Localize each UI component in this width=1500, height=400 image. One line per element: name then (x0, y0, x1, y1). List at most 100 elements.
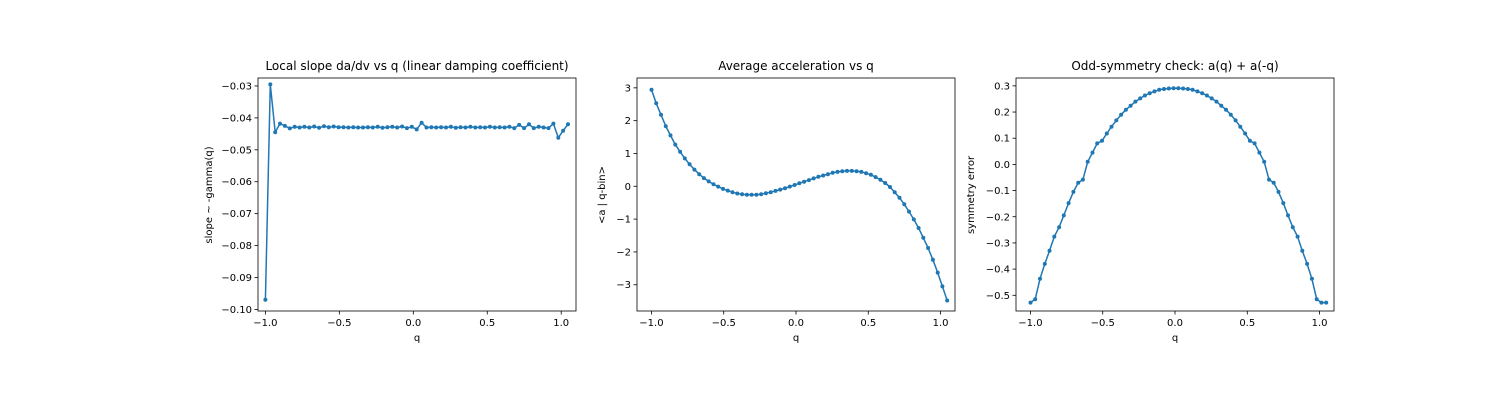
panel-2-data-point (902, 202, 907, 207)
panel-1-ytick-label: −0.04 (221, 113, 252, 124)
panel-1-data-point (356, 125, 361, 130)
panel-3-data-point (1204, 93, 1209, 98)
panel-3-data-point (1061, 213, 1066, 218)
panel-3-data-point (1247, 138, 1252, 143)
panel-3-data-point (1157, 87, 1162, 92)
panel-1-ytick-label: −0.09 (221, 273, 252, 284)
panel-2-data-point (911, 217, 916, 222)
panel-1-data-point (307, 125, 312, 130)
panel-1-data-point (414, 127, 419, 132)
panel-3-data-point (1176, 86, 1181, 91)
panel-1-data-point (273, 130, 278, 135)
panel-2-data-point (868, 172, 873, 177)
panel-2-data-point (802, 179, 807, 184)
panel-2-data-point (907, 209, 911, 214)
panel-1-data-point (512, 126, 517, 131)
panel-2-ylabel: <a | q-bin> (597, 166, 608, 224)
panel-3-data-point (1233, 118, 1238, 123)
panel-1-data-point (390, 124, 395, 129)
panel-1-data-point (492, 125, 497, 130)
panel-2-data-point (711, 182, 716, 187)
panel-2-ytick-label: −3 (616, 280, 631, 291)
panel-1-data-point (322, 124, 326, 129)
panel-2-data-point (678, 149, 683, 154)
panel-3-ylabel: symmetry error (966, 155, 977, 234)
panel-3-data-point (1224, 107, 1228, 112)
panel-2-data-point (673, 142, 678, 147)
panel-2-data-point (735, 191, 740, 196)
panel-3-data-point (1038, 276, 1042, 281)
panel-2-data-point (787, 184, 792, 189)
panel-1-data-point (361, 125, 365, 130)
panel-2-data-point (849, 168, 854, 173)
panel-3-ytick-label: −0.2 (986, 212, 1010, 223)
panel-2-xtick-label: −1.0 (639, 318, 663, 329)
panel-1: Local slope da/dv vs q (linear damping c… (204, 59, 577, 344)
panel-3-data-point (1042, 261, 1047, 266)
panel-1-data-point (375, 124, 380, 129)
panel-3-title: Odd-symmetry check: a(q) + a(-q) (1071, 59, 1278, 73)
panel-2-ytick-label: 3 (625, 83, 631, 94)
panel-1-data-point (507, 124, 512, 129)
panel-2-data-point (811, 176, 816, 181)
panel-1-data-point (527, 122, 531, 127)
panel-3-ytick-label: −0.3 (986, 238, 1010, 249)
panel-2-data-point (873, 175, 878, 180)
panel-2-data-point (859, 169, 864, 174)
panel-2-data-point (892, 190, 897, 195)
panel-3-ytick-label: 0.0 (994, 160, 1010, 171)
panel-1-data-point (370, 125, 375, 130)
panel-2-data-point (945, 298, 950, 303)
panel-3: Odd-symmetry check: a(q) + a(-q) q symme… (966, 59, 1335, 344)
panel-3-data-point (1185, 87, 1190, 91)
panel-1-plot-area: −1.0 −0.5 0.0 0.5 1.0 −0.10 −0.09 −0.08 −0.07 −0.… (221, 77, 577, 329)
panel-1-data-point (468, 124, 473, 129)
panel-3-data-point (1080, 177, 1085, 182)
panel-1-data-point (541, 125, 546, 130)
panel-3-plot-area: −1.0 −0.5 0.0 0.5 1.0 −0.5 −0.4 −0.3 −0.2 −0.1 0.0… (986, 77, 1335, 329)
panel-1-axes-frame (257, 77, 577, 312)
panel-1-ytick-label: −0.03 (221, 81, 252, 92)
panel-2-data-point (730, 190, 735, 195)
panel-1-title: Local slope da/dv vs q (linear damping c… (265, 59, 568, 73)
panel-1-data-point (409, 124, 414, 129)
panel-3-data-point (1109, 124, 1114, 129)
panel-1-data-point (331, 124, 336, 129)
panel-3-data-point (1214, 99, 1219, 104)
panel-3-data-point (1262, 159, 1267, 164)
panel-1-data-point (395, 125, 400, 130)
panel-3-ytick-label: 0.1 (994, 134, 1010, 145)
panel-1-data-point (351, 125, 356, 130)
panel-3-data-point (1257, 150, 1262, 155)
panel-2-data-point (878, 177, 883, 182)
panel-2-data-point (654, 101, 659, 106)
panel-3-axes-frame (1015, 77, 1335, 312)
panel-3-data-point (1314, 297, 1319, 302)
panel-1-data-point (404, 126, 409, 131)
panel-2-data-point (706, 179, 711, 184)
panel-2-title: Average acceleration vs q (718, 59, 874, 73)
panel-1-data-point (556, 135, 561, 140)
panel-3-data-point (1066, 201, 1071, 206)
panel-1-data-point (385, 125, 390, 130)
panel-1-data-point (536, 124, 541, 129)
panel-3-data-point (1052, 234, 1057, 239)
panel-3-data-point (1076, 180, 1081, 185)
panel-2-ytick-label: 0 (625, 182, 631, 193)
panel-2-data-point (916, 226, 921, 230)
panel-2-data-point (725, 188, 730, 193)
panel-3-data-point (1286, 213, 1290, 218)
panel-1-data-point (419, 120, 424, 125)
panel-3-xtick-label: 0.0 (1167, 318, 1183, 329)
panel-3-xlabel: q (1172, 333, 1178, 344)
panel-3-data-point (1152, 89, 1157, 94)
panel-2-plot-area: −1.0 −0.5 0.0 0.5 1.0 −3 −2 −1 0 1 2 3 (616, 77, 956, 329)
panel-2-axes-frame (636, 77, 956, 312)
panel-3-ytick-label: 0.3 (994, 81, 1010, 92)
panel-3-data-point (1267, 177, 1271, 182)
panel-1-xlabel: q (414, 333, 420, 344)
panel-3-data-point (1171, 86, 1176, 91)
panel-1-data-point (287, 126, 292, 131)
panel-1-data-point (444, 125, 448, 130)
